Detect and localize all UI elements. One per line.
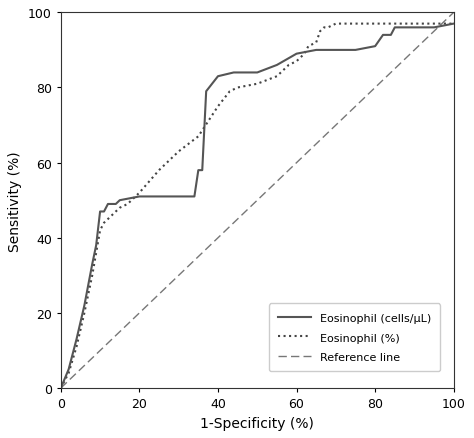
Legend: Eosinophil (cells/μL), Eosinophil (%), Reference line: Eosinophil (cells/μL), Eosinophil (%), R…: [269, 304, 440, 371]
Y-axis label: Sensitivity (%): Sensitivity (%): [9, 151, 22, 251]
X-axis label: 1-Specificity (%): 1-Specificity (%): [201, 416, 314, 430]
